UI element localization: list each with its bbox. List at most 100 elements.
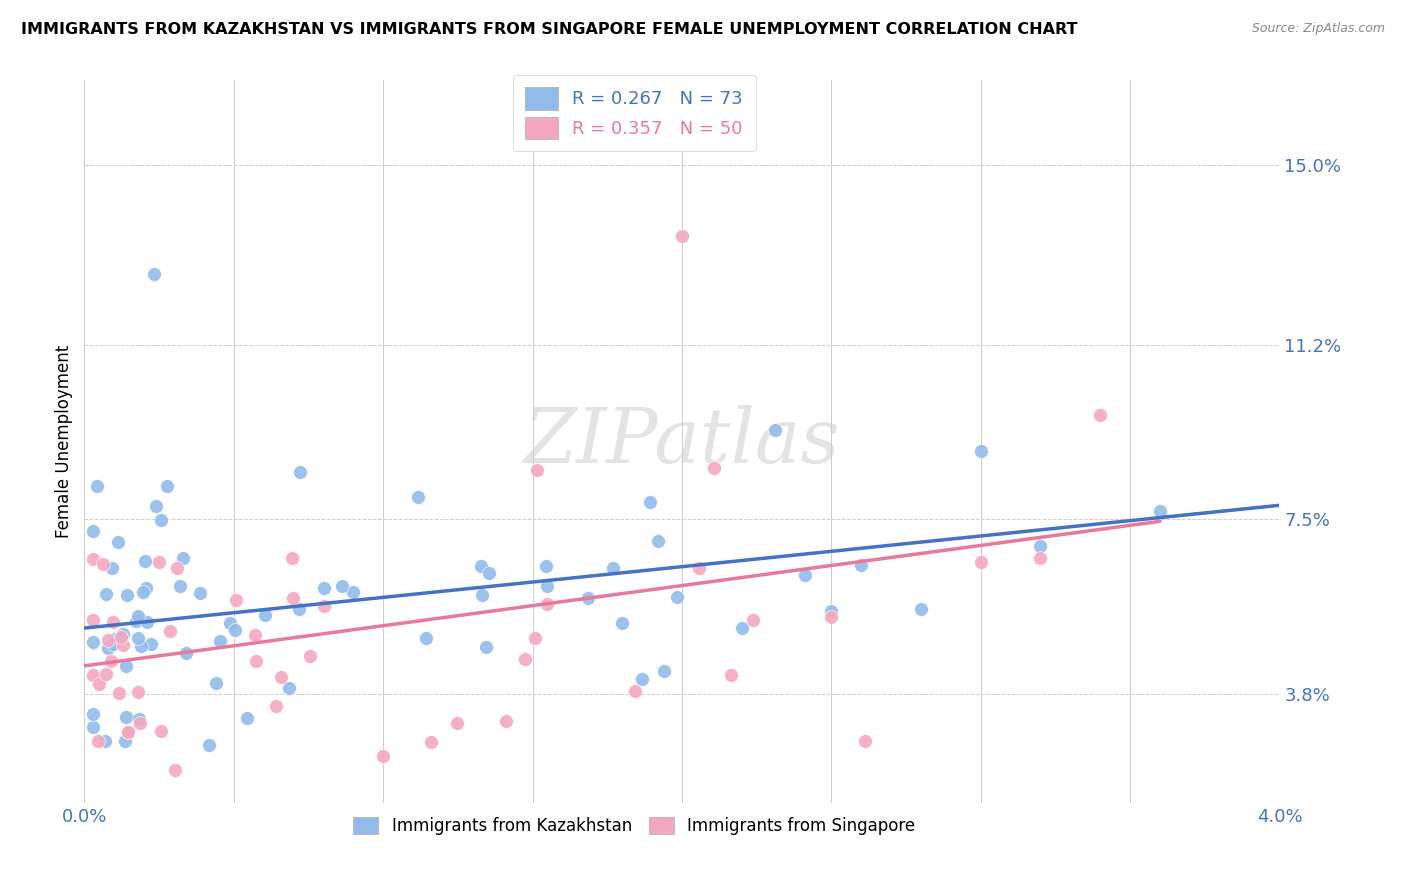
Point	[638, 495, 661, 509]
Point	[671, 229, 693, 244]
Point	[131, 584, 153, 599]
Point	[665, 590, 688, 604]
Point	[82, 635, 104, 649]
Point	[703, 460, 725, 475]
Point	[576, 591, 599, 605]
Point	[101, 615, 124, 630]
Y-axis label: Female Unemployment: Female Unemployment	[55, 345, 73, 538]
Point	[536, 597, 558, 611]
Point	[652, 664, 675, 678]
Point	[1149, 504, 1171, 518]
Text: ZIPatlas: ZIPatlas	[523, 405, 841, 478]
Point	[145, 499, 167, 513]
Point	[281, 550, 304, 565]
Point	[224, 623, 246, 637]
Point	[86, 479, 108, 493]
Point	[225, 593, 247, 607]
Point	[236, 711, 259, 725]
Point	[135, 581, 157, 595]
Point	[277, 681, 299, 696]
Point	[820, 604, 842, 618]
Point	[270, 670, 292, 684]
Point	[647, 533, 669, 548]
Point	[470, 558, 492, 573]
Point	[163, 764, 186, 778]
Point	[1090, 408, 1112, 422]
Point	[94, 734, 117, 748]
Point	[534, 559, 557, 574]
Point	[117, 725, 139, 739]
Point	[148, 555, 170, 569]
Point	[475, 640, 498, 654]
Point	[117, 588, 139, 602]
Point	[820, 610, 842, 624]
Point	[82, 706, 104, 721]
Point	[129, 716, 152, 731]
Point	[174, 646, 197, 660]
Point	[1029, 539, 1052, 553]
Point	[288, 465, 311, 479]
Point	[446, 715, 468, 730]
Point	[408, 491, 430, 505]
Point	[129, 639, 152, 653]
Point	[150, 723, 173, 738]
Point	[624, 684, 647, 698]
Point	[526, 462, 548, 476]
Point	[101, 560, 124, 574]
Point	[128, 712, 150, 726]
Point	[94, 587, 117, 601]
Point	[114, 734, 136, 748]
Point	[110, 631, 132, 645]
Point	[970, 444, 993, 458]
Point	[82, 613, 104, 627]
Point	[142, 267, 165, 281]
Point	[264, 699, 287, 714]
Text: Source: ZipAtlas.com: Source: ZipAtlas.com	[1251, 22, 1385, 36]
Point	[117, 725, 139, 739]
Point	[87, 677, 110, 691]
Point	[602, 561, 624, 575]
Text: IMMIGRANTS FROM KAZAKHSTAN VS IMMIGRANTS FROM SINGAPORE FEMALE UNEMPLOYMENT CORR: IMMIGRANTS FROM KAZAKHSTAN VS IMMIGRANTS…	[21, 22, 1077, 37]
Point	[82, 720, 104, 734]
Point	[219, 615, 242, 630]
Point	[82, 552, 104, 566]
Point	[188, 586, 211, 600]
Point	[172, 551, 194, 566]
Point	[720, 668, 742, 682]
Point	[243, 628, 266, 642]
Point	[127, 608, 149, 623]
Point	[515, 652, 537, 666]
Point	[125, 614, 148, 628]
Point	[330, 579, 353, 593]
Point	[742, 613, 765, 627]
Point	[283, 591, 305, 605]
Point	[169, 579, 191, 593]
Point	[630, 672, 652, 686]
Point	[853, 734, 876, 748]
Point	[100, 654, 122, 668]
Point	[299, 649, 322, 664]
Point	[420, 735, 443, 749]
Point	[112, 627, 135, 641]
Point	[107, 534, 129, 549]
Point	[104, 632, 127, 646]
Point	[166, 561, 188, 575]
Point	[245, 654, 267, 668]
Point	[197, 738, 219, 752]
Point	[371, 748, 394, 763]
Point	[910, 602, 932, 616]
Point	[342, 584, 364, 599]
Point	[134, 554, 156, 568]
Point	[107, 685, 129, 699]
Point	[159, 624, 181, 639]
Point	[288, 601, 311, 615]
Point	[477, 566, 499, 580]
Point	[314, 581, 336, 595]
Point	[149, 513, 172, 527]
Point	[97, 640, 120, 655]
Point	[127, 631, 149, 645]
Point	[612, 616, 634, 631]
Point	[471, 588, 494, 602]
Point	[87, 734, 110, 748]
Point	[851, 558, 873, 573]
